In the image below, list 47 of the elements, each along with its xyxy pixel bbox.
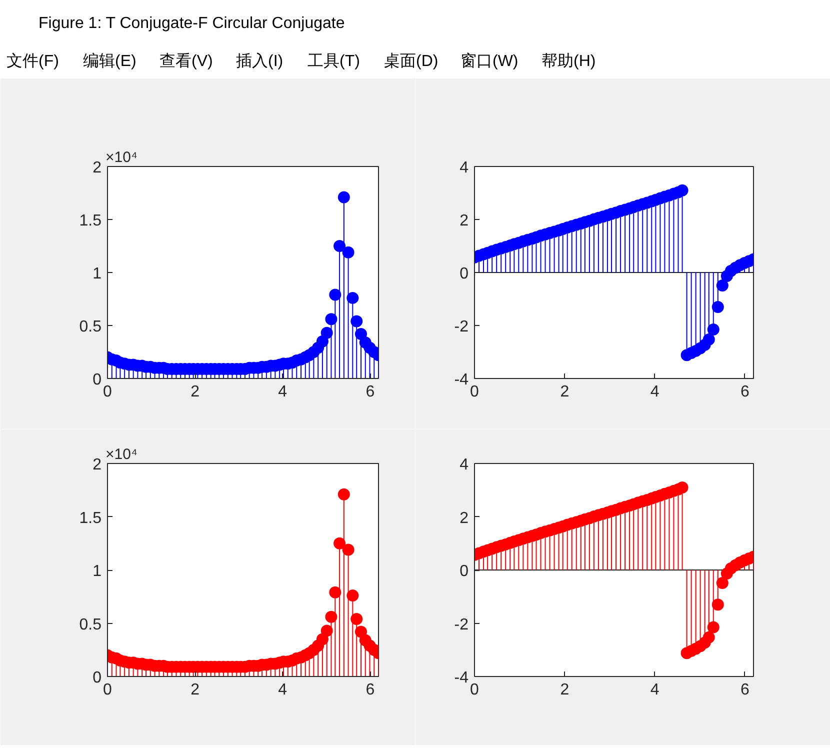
text: Figure 1: T Conjugate-F Circular Conjugate xyxy=(38,15,345,32)
text: 编辑(E) xyxy=(83,52,136,70)
x-tick-label: 4 xyxy=(650,682,660,698)
text: 帮助(H) xyxy=(542,52,596,70)
text: 查看(V) xyxy=(160,52,213,70)
y-tick-label: 2 xyxy=(92,160,102,176)
x-tick-label: 4 xyxy=(650,384,660,400)
x-tick-label: 0 xyxy=(470,682,480,698)
y-tick-label: 0 xyxy=(460,266,469,282)
y-tick-label: 0 xyxy=(92,372,102,388)
y-tick-label: 4 xyxy=(460,160,469,176)
x-tick-label: 0 xyxy=(103,384,112,400)
text: ×10⁴ xyxy=(106,149,138,166)
text: 窗口(W) xyxy=(460,52,518,70)
y-tick-label: 0.5 xyxy=(79,616,102,634)
y-tick-label: 0.5 xyxy=(79,318,102,336)
y-tick-label: 0 xyxy=(92,670,102,686)
y-tick-label: 1 xyxy=(92,563,102,580)
x-tick-label: 6 xyxy=(740,682,750,698)
x-tick-label: 4 xyxy=(278,384,288,400)
y-tick-label: -2 xyxy=(454,318,469,336)
x-tick-label: 2 xyxy=(560,384,570,400)
y-tick-label: 1.5 xyxy=(79,212,102,230)
y-tick-label: 0 xyxy=(460,563,469,580)
x-tick-label: 0 xyxy=(103,682,112,698)
x-tick-label: 0 xyxy=(470,384,480,400)
y-tick-label: 1 xyxy=(92,266,102,282)
x-tick-label: 2 xyxy=(190,384,200,400)
y-tick-label: 1.5 xyxy=(79,510,102,527)
x-tick-label: 2 xyxy=(190,682,200,698)
y-tick-label: 4 xyxy=(460,456,469,474)
y-tick-label: -2 xyxy=(454,616,469,634)
x-tick-label: 6 xyxy=(740,384,750,400)
y-tick-label: -4 xyxy=(454,372,469,388)
y-tick-label: 2 xyxy=(460,212,469,230)
x-tick-label: 6 xyxy=(366,682,375,698)
y-tick-label: 2 xyxy=(460,510,469,527)
text: ×10⁴ xyxy=(106,446,138,463)
text: 工具(T) xyxy=(308,53,360,70)
text: 桌面(D) xyxy=(384,52,438,70)
y-tick-label: 2 xyxy=(92,456,102,474)
x-tick-label: 2 xyxy=(560,682,570,698)
x-tick-label: 6 xyxy=(366,384,375,400)
x-tick-label: 4 xyxy=(278,682,288,698)
text: 插入(I) xyxy=(236,52,284,70)
y-tick-label: -4 xyxy=(454,670,469,686)
text: 文件(F) xyxy=(6,52,59,70)
